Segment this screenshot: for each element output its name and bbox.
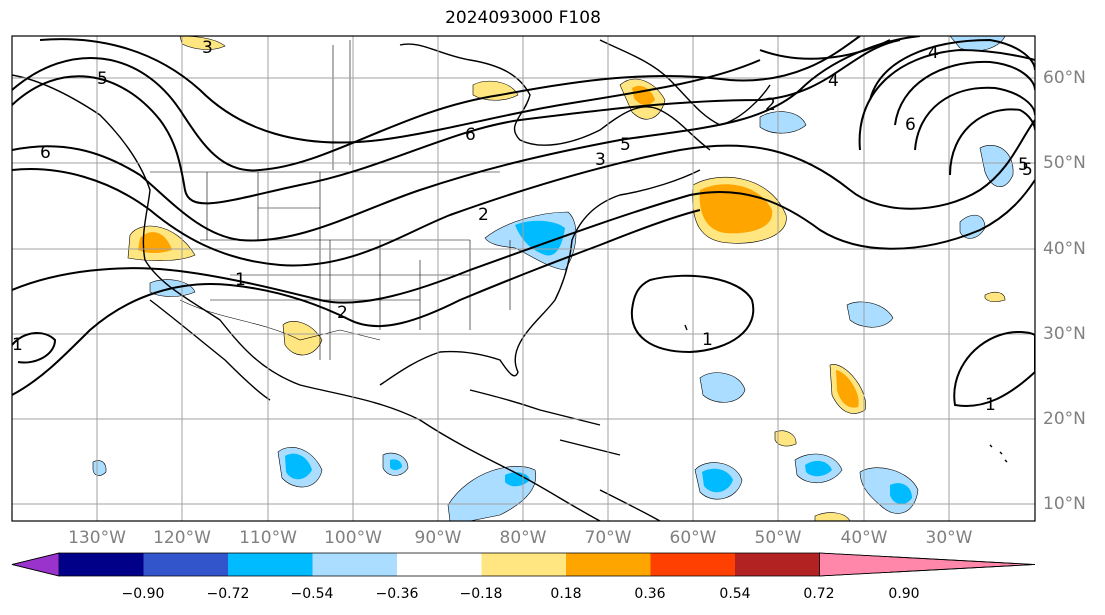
lat-label: 60°N <box>1043 68 1086 88</box>
lat-label: 30°N <box>1043 324 1086 344</box>
contour-label: 2 <box>765 95 776 115</box>
lat-label: 50°N <box>1043 153 1086 173</box>
contour-label: 4 <box>928 43 939 63</box>
contour-label: 6 <box>905 115 916 135</box>
colorbar-segment <box>143 553 228 576</box>
negative-anomaly-region <box>92 460 107 476</box>
colorbar-tick-label: −0.18 <box>459 586 503 602</box>
lon-label: 110°W <box>239 528 297 548</box>
colorbar-outline <box>11 552 1036 577</box>
contour-label: 5 <box>1018 155 1029 175</box>
negative-anomaly-core <box>505 472 530 487</box>
negative-anomaly-region <box>846 301 894 328</box>
negative-anomaly-core <box>285 453 312 480</box>
colorbar-tick-label: 0.36 <box>634 586 666 602</box>
lon-label: 60°W <box>669 528 717 548</box>
lon-label: 90°W <box>414 528 462 548</box>
lon-label: 100°W <box>324 528 382 548</box>
colorbar-segment <box>566 553 651 576</box>
colorbar-tick-label: 0.54 <box>719 586 751 602</box>
negative-anomaly-core <box>702 468 733 493</box>
lon-label: 30°W <box>925 528 973 548</box>
positive-anomaly-core <box>138 232 172 253</box>
negative-anomaly-core <box>390 459 402 470</box>
lat-label: 10°N <box>1043 494 1086 514</box>
contour-label: 1 <box>12 335 23 355</box>
negative-anomaly-region <box>959 214 986 239</box>
negative-anomaly-region <box>979 145 1014 187</box>
colorbar-segment <box>650 553 735 576</box>
colorbar-tick-label: −0.36 <box>375 586 419 602</box>
colorbar-segment <box>735 553 820 576</box>
colorbar-tick-label: 0.90 <box>888 586 920 602</box>
colorbar-extend-low <box>11 552 60 577</box>
lon-label: 130°W <box>68 528 126 548</box>
contour-label: 3 <box>202 38 213 58</box>
colorbar-segment <box>228 553 313 576</box>
lat-lon-grid <box>12 36 1035 521</box>
lon-label: 40°W <box>840 528 888 548</box>
contour-label: 5 <box>1022 160 1033 180</box>
positive-anomaly-region <box>814 512 851 521</box>
contour-label: 1 <box>235 270 246 290</box>
lat-label: 20°N <box>1043 409 1086 429</box>
colorbar-tick-label: −0.54 <box>290 586 334 602</box>
map-frame <box>11 35 1036 522</box>
contour-label: 1 <box>702 330 713 350</box>
positive-anomaly-region <box>472 80 519 101</box>
negative-anomaly-core <box>515 220 565 256</box>
colorbar-segment <box>312 553 397 576</box>
positive-anomaly-region <box>774 430 797 447</box>
negative-anomaly-region <box>699 372 746 403</box>
positive-anomaly-region <box>179 36 226 50</box>
political-borders <box>150 40 511 360</box>
lon-label: 120°W <box>153 528 211 548</box>
contour-label: 2 <box>337 303 348 323</box>
colorbar-tick-label: −0.72 <box>206 586 250 602</box>
contour-label: 5 <box>620 135 631 155</box>
lat-label: 40°N <box>1043 239 1086 259</box>
colorbar-tick-label: 0.18 <box>550 586 582 602</box>
contour-label: 2 <box>478 205 489 225</box>
map-title: 2024093000 F108 <box>445 8 601 28</box>
positive-anomaly-core <box>836 370 859 408</box>
colorbar <box>11 552 1036 577</box>
negative-anomaly-region <box>759 111 807 134</box>
contour-label: 3 <box>595 150 606 170</box>
negative-anomaly-core <box>890 483 912 505</box>
contour-label: 6 <box>40 143 51 163</box>
contour-label: 5 <box>97 69 108 89</box>
contour-label: 1 <box>985 395 996 415</box>
positive-anomaly-region <box>282 321 323 356</box>
colorbar-segment <box>481 553 566 576</box>
lon-label: 80°W <box>499 528 547 548</box>
negative-anomaly-core <box>805 460 832 477</box>
lon-label: 50°W <box>754 528 802 548</box>
contour-label-group: 3 5 6 6 5 3 2 5 4 4 2 6 5 1 2 1 1 1 <box>12 38 1033 415</box>
colorbar-segment <box>397 553 482 576</box>
colorbar-segment <box>59 553 144 576</box>
colorbar-extend-high <box>819 552 1036 577</box>
colorbar-tick-label: −0.90 <box>121 586 165 602</box>
colorbar-tick-label: 0.72 <box>803 586 835 602</box>
negative-anomaly-region <box>949 36 1006 52</box>
contour-label: 4 <box>828 71 839 91</box>
height-contours <box>12 36 1035 407</box>
lon-label: 70°W <box>584 528 632 548</box>
positive-anomaly-region <box>984 291 1006 303</box>
contour-label: 6 <box>465 125 476 145</box>
